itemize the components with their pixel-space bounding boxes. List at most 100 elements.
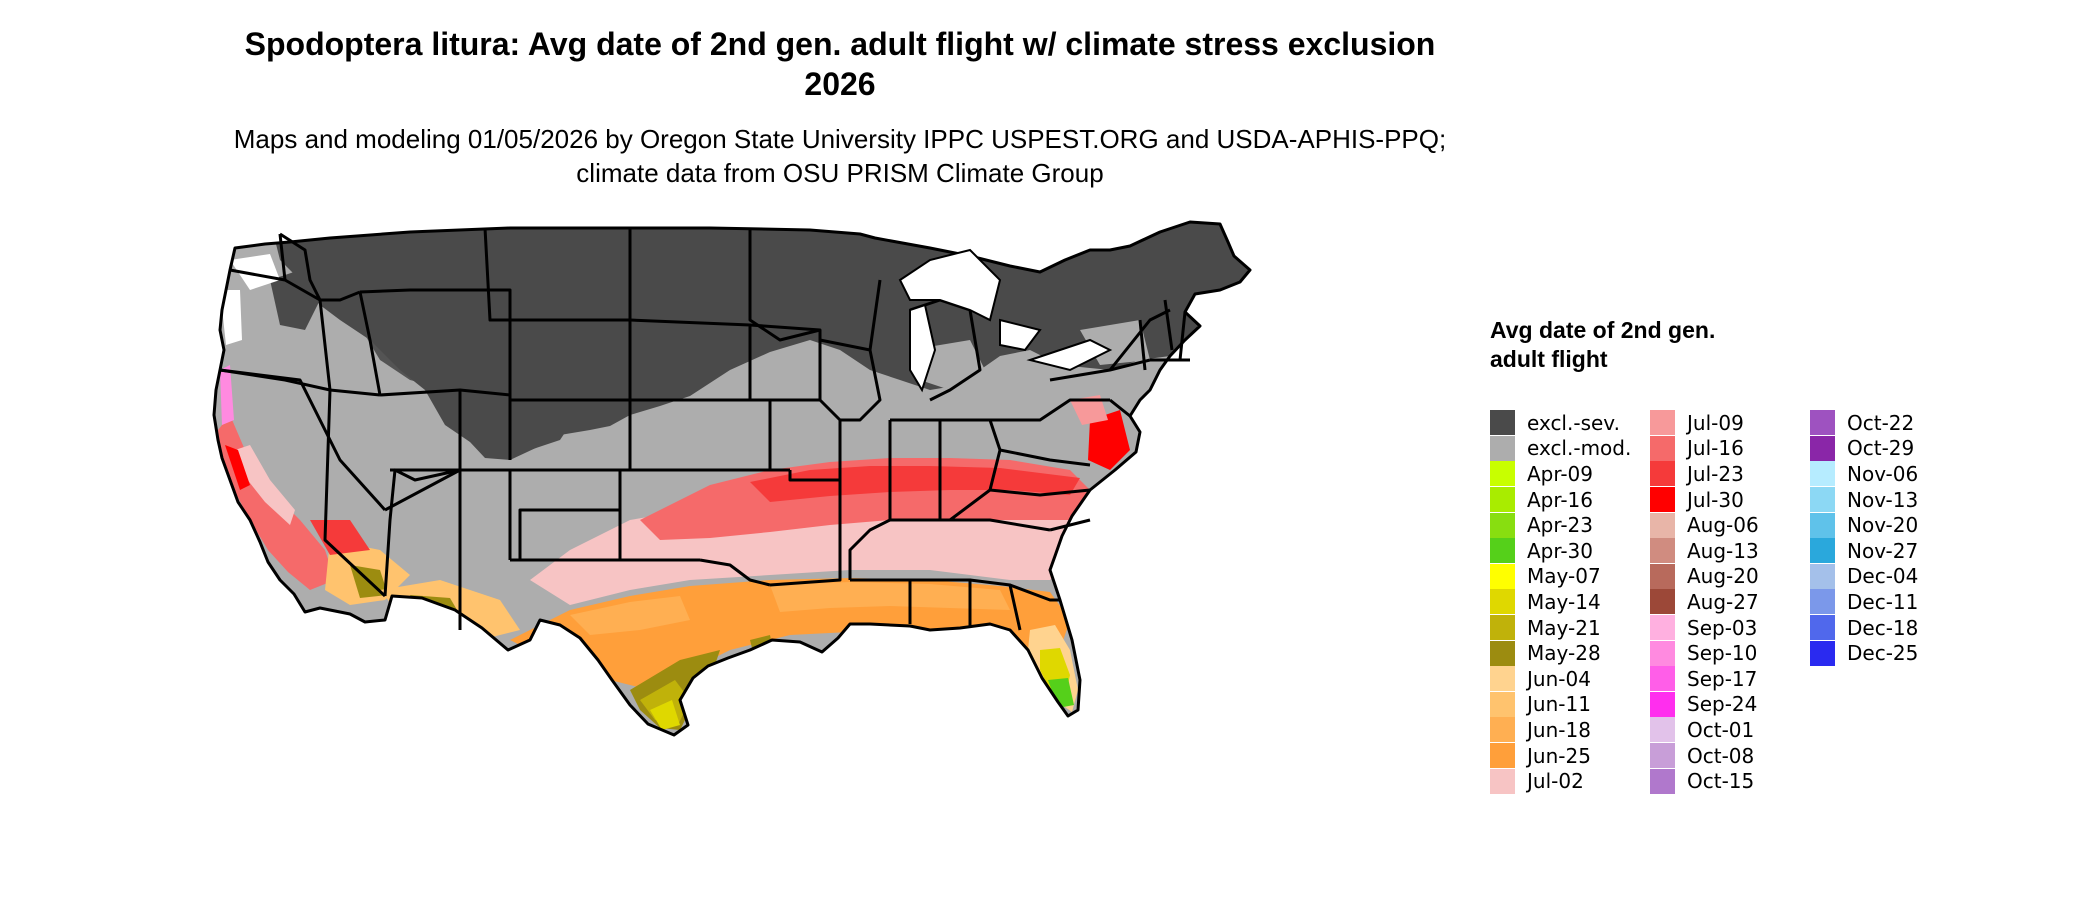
legend-item: Jul-16 bbox=[1650, 435, 1744, 462]
legend-label: Aug-13 bbox=[1687, 538, 1759, 563]
legend-swatch bbox=[1650, 512, 1675, 538]
legend-swatch bbox=[1490, 666, 1515, 692]
legend-item: Sep-24 bbox=[1650, 691, 1758, 718]
legend-swatch bbox=[1810, 487, 1835, 513]
legend-label: Jul-02 bbox=[1527, 769, 1584, 794]
legend-label: May-21 bbox=[1527, 615, 1601, 640]
legend-label: Nov-20 bbox=[1847, 513, 1919, 538]
legend-label: Jun-18 bbox=[1527, 717, 1591, 742]
legend-item: Oct-29 bbox=[1810, 435, 1914, 462]
legend-label: May-14 bbox=[1527, 589, 1601, 614]
us-phenology-map bbox=[212, 220, 1252, 737]
legend-swatch bbox=[1650, 435, 1675, 461]
legend-item: Nov-27 bbox=[1810, 538, 1918, 564]
legend-item: Jun-18 bbox=[1490, 717, 1591, 743]
legend-swatch bbox=[1490, 410, 1515, 436]
legend-swatch bbox=[1490, 717, 1515, 743]
legend-item: excl.-mod. bbox=[1490, 435, 1632, 462]
legend-swatch bbox=[1650, 538, 1675, 564]
legend-swatch bbox=[1810, 538, 1835, 564]
legend-label: Dec-18 bbox=[1847, 615, 1919, 640]
legend-swatch bbox=[1810, 589, 1835, 615]
legend-swatch bbox=[1810, 435, 1835, 461]
legend-label: Jul-23 bbox=[1687, 461, 1744, 486]
legend-swatch bbox=[1810, 615, 1835, 641]
legend-label: excl.-mod. bbox=[1527, 436, 1632, 461]
legend-swatch bbox=[1490, 461, 1515, 487]
legend-title: Avg date of 2nd gen. adult flight bbox=[1490, 317, 1716, 372]
legend-item: Aug-20 bbox=[1650, 563, 1759, 590]
legend-swatch bbox=[1650, 589, 1675, 615]
legend-item: Dec-04 bbox=[1810, 563, 1919, 590]
legend-item: Jun-11 bbox=[1490, 691, 1591, 718]
legend: excl.-sev. excl.-mod. Apr-09 Apr-16 Apr-23 Ap… bbox=[1490, 410, 1970, 802]
legend-swatch bbox=[1490, 512, 1515, 538]
legend-label: Aug-27 bbox=[1687, 589, 1759, 614]
legend-swatch bbox=[1810, 512, 1835, 538]
legend-item: Nov-20 bbox=[1810, 512, 1918, 538]
legend-item: Jul-09 bbox=[1650, 410, 1744, 436]
legend-label: Oct-08 bbox=[1687, 743, 1755, 768]
legend-swatch bbox=[1650, 640, 1675, 666]
legend-label: Apr-09 bbox=[1527, 461, 1593, 486]
legend-label: Apr-16 bbox=[1527, 487, 1593, 512]
legend-item: Apr-09 bbox=[1490, 461, 1593, 487]
legend-item: Sep-17 bbox=[1650, 666, 1757, 692]
map-title: Spodoptera litura: Avg date of 2nd gen. … bbox=[244, 26, 1436, 102]
legend-swatch bbox=[1490, 691, 1515, 717]
legend-item: Apr-16 bbox=[1490, 487, 1593, 513]
legend-swatch bbox=[1490, 487, 1515, 513]
legend-item: May-28 bbox=[1490, 640, 1601, 666]
legend-item: Oct-01 bbox=[1650, 717, 1754, 743]
legend-label: Aug-06 bbox=[1687, 513, 1759, 538]
legend-swatch bbox=[1810, 461, 1835, 487]
legend-swatch bbox=[1650, 717, 1675, 743]
legend-item: Aug-27 bbox=[1650, 589, 1759, 615]
legend-label: Nov-06 bbox=[1847, 461, 1919, 486]
legend-item: May-07 bbox=[1490, 563, 1601, 590]
legend-label: Apr-23 bbox=[1527, 513, 1593, 538]
legend-swatch bbox=[1490, 589, 1515, 615]
legend-swatch bbox=[1490, 640, 1515, 666]
legend-swatch bbox=[1650, 461, 1675, 487]
legend-swatch bbox=[1490, 743, 1515, 769]
legend-label: Oct-22 bbox=[1847, 410, 1915, 435]
legend-label: Jun-04 bbox=[1527, 666, 1591, 691]
legend-swatch bbox=[1490, 538, 1515, 564]
legend-swatch bbox=[1490, 768, 1515, 794]
legend-label: Oct-15 bbox=[1687, 769, 1755, 794]
legend-label: Dec-25 bbox=[1847, 641, 1919, 666]
legend-item: Jun-25 bbox=[1490, 743, 1591, 769]
legend-label: Dec-04 bbox=[1847, 564, 1919, 589]
legend-label: excl.-sev. bbox=[1527, 410, 1620, 435]
legend-swatch bbox=[1810, 563, 1835, 589]
legend-swatch bbox=[1810, 410, 1835, 436]
legend-item: Oct-22 bbox=[1810, 410, 1914, 436]
legend-item: Jun-04 bbox=[1490, 666, 1591, 692]
legend-item: Dec-11 bbox=[1810, 589, 1918, 615]
legend-item: Sep-10 bbox=[1650, 640, 1757, 666]
legend-item: Nov-06 bbox=[1810, 461, 1918, 487]
legend-item: Apr-30 bbox=[1490, 538, 1593, 564]
map-subtitle: Maps and modeling 01/05/2026 by Oregon S… bbox=[233, 124, 1447, 188]
legend-item: Jul-23 bbox=[1650, 461, 1744, 487]
legend-swatch bbox=[1810, 640, 1835, 666]
legend-label: May-28 bbox=[1527, 641, 1601, 666]
legend-label: Jun-25 bbox=[1527, 743, 1591, 768]
legend-label: Sep-17 bbox=[1687, 666, 1758, 691]
legend-label: Apr-30 bbox=[1527, 538, 1593, 563]
legend-swatch bbox=[1650, 768, 1675, 794]
legend-item: Oct-08 bbox=[1650, 743, 1754, 769]
legend-label: May-07 bbox=[1527, 564, 1601, 589]
legend-item: May-14 bbox=[1490, 589, 1601, 615]
legend-item: Aug-13 bbox=[1650, 538, 1759, 564]
legend-swatch bbox=[1650, 410, 1675, 436]
legend-swatch bbox=[1650, 563, 1675, 589]
legend-swatch bbox=[1650, 487, 1675, 513]
legend-label: Sep-03 bbox=[1687, 615, 1758, 640]
legend-label: Sep-24 bbox=[1687, 692, 1758, 717]
legend-item: Nov-13 bbox=[1810, 487, 1918, 513]
legend-swatch bbox=[1490, 435, 1515, 461]
legend-label: Dec-11 bbox=[1847, 589, 1919, 614]
legend-item: Oct-15 bbox=[1650, 768, 1754, 794]
